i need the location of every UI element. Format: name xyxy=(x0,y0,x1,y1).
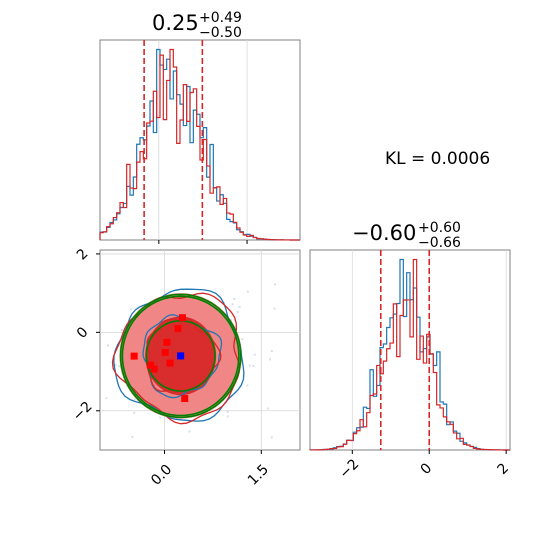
scatter-point xyxy=(246,290,249,293)
scatter-point xyxy=(233,297,236,300)
scatter-point xyxy=(246,384,249,387)
contour-line xyxy=(146,316,222,392)
contour-line xyxy=(145,319,216,392)
scatter-point xyxy=(114,364,117,367)
scatter-point xyxy=(118,365,121,368)
hist1-frame xyxy=(309,249,511,451)
scatter-point xyxy=(226,415,229,418)
scatter-point xyxy=(241,338,244,341)
density-peak-cell xyxy=(174,325,182,333)
title-param1: −0.60 +0.60 −0.66 xyxy=(352,220,461,251)
truth-marker xyxy=(177,352,185,360)
contour-line xyxy=(119,293,242,419)
title0-value: 0.25 xyxy=(152,11,199,35)
scatter-point xyxy=(273,307,276,310)
title1-value: −0.60 xyxy=(352,221,416,245)
y-tick-label: 0 xyxy=(74,324,92,342)
x-tick-label: 2 xyxy=(495,460,513,478)
scatter-point xyxy=(106,344,109,347)
scatter-point xyxy=(159,416,162,419)
density-peak-cell xyxy=(181,395,189,403)
density-peak-cell xyxy=(178,314,186,322)
scatter-point xyxy=(226,411,229,414)
scatter-point xyxy=(274,283,277,286)
scatter-point xyxy=(238,305,241,308)
title1-plus: +0.60 xyxy=(418,220,461,236)
x-tick-label: 1.5 xyxy=(245,462,272,489)
scatter-point xyxy=(270,436,273,439)
hist-panel-param1: −2 0 2 xyxy=(309,249,513,482)
histogram-series xyxy=(99,48,300,241)
contour-panel: 0.0 1.5 −2 0 2 xyxy=(70,246,301,489)
y-tick-label: −2 xyxy=(70,399,96,425)
scatter-point xyxy=(188,430,191,433)
contour-line xyxy=(121,295,240,417)
scatter-point xyxy=(269,358,272,361)
kl-annotation: KL = 0.0006 xyxy=(385,149,490,169)
title-param0: 0.25 +0.49 −0.50 xyxy=(152,10,242,41)
scatter-point xyxy=(133,411,136,414)
scatter-point xyxy=(130,308,133,311)
scatter-point xyxy=(253,353,256,356)
scatter-point xyxy=(270,349,273,352)
density-peak-cell xyxy=(130,352,138,360)
density-peak-cell xyxy=(163,338,171,346)
density-peak-cell xyxy=(166,359,174,367)
y-tick-label: 2 xyxy=(74,246,92,264)
scatter-point xyxy=(236,311,239,314)
density-peak-cell xyxy=(150,365,158,373)
density-peak-cell xyxy=(147,361,155,369)
scatter-point xyxy=(133,398,136,401)
scatter-point xyxy=(231,303,234,306)
scatter-point xyxy=(248,364,251,367)
histogram-series xyxy=(309,258,510,451)
scatter-point xyxy=(131,436,134,439)
scatter-point xyxy=(105,397,108,400)
hist-panel-param0 xyxy=(99,39,301,244)
contour-line xyxy=(111,292,241,425)
title0-plus: +0.49 xyxy=(199,10,242,26)
x-tick-label: 0.0 xyxy=(148,462,175,489)
scatter-point xyxy=(120,328,123,331)
scatter-point xyxy=(266,407,269,410)
title0-minus: −0.50 xyxy=(199,25,242,41)
scatter-point xyxy=(252,364,255,367)
density-peak-cell xyxy=(161,348,169,356)
x-tick-label: 0 xyxy=(418,460,436,478)
title1-minus: −0.66 xyxy=(418,235,461,251)
x-tick-label: −2 xyxy=(337,456,363,482)
